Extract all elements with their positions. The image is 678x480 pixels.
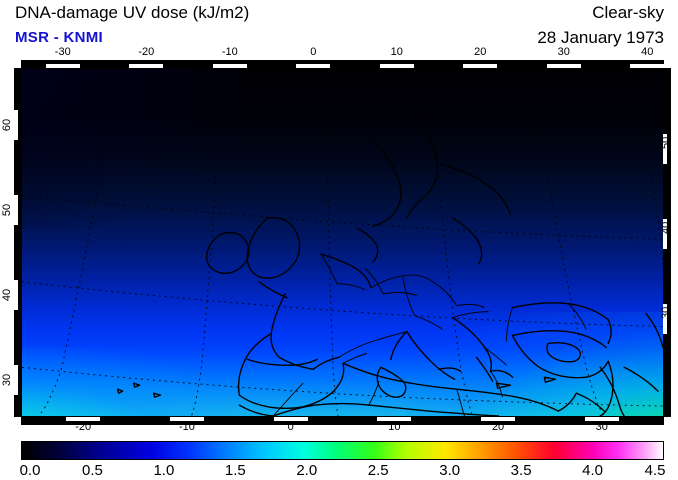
axis-label-bottom-30: 30: [595, 421, 608, 433]
axis-label-top-10: 10: [390, 46, 403, 58]
axis-tick-gap-left: [14, 195, 18, 226]
institute-label: MSR - KNMI: [15, 29, 103, 46]
axis-label-bottom-20: 20: [491, 421, 505, 433]
axis-tick-gap-top: [463, 64, 498, 68]
field-southwest-maximum: [22, 346, 266, 416]
axis-left: [14, 68, 22, 417]
axis-label-right-40: 40: [660, 222, 672, 235]
uv-dose-field: [22, 69, 663, 416]
axis-tick-gap-top: [379, 64, 414, 68]
axis-label-top-30: 30: [557, 46, 570, 58]
axis-label-bottom-0: 0: [287, 421, 294, 433]
axis-label-left-40: 40: [1, 289, 14, 302]
axis-label-top-0: 0: [310, 46, 317, 58]
axis-label-top--20: -20: [138, 46, 155, 58]
colorbar-label-3.5: 3.5: [510, 462, 532, 479]
axis-label-top--30: -30: [54, 46, 71, 58]
coastline-paths: [117, 112, 663, 416]
colorbar-label-3.0: 3.0: [439, 462, 461, 479]
axis-right: [663, 68, 671, 417]
axis-label-left-30: 30: [1, 374, 14, 387]
colorbar-label-2.0: 2.0: [296, 462, 318, 479]
colorbar-label-4.0: 4.0: [582, 462, 603, 479]
axis-label-bottom--10: -10: [178, 421, 195, 433]
country-borders: [272, 253, 587, 416]
colorbar-label-1.5: 1.5: [224, 462, 246, 479]
axis-top: [21, 60, 664, 68]
coastlines-and-graticule: [22, 69, 663, 416]
colorbar-label-4.5: 4.5: [644, 462, 666, 479]
axis-label-top--10: -10: [221, 46, 238, 58]
axis-tick-gap-top: [630, 64, 665, 68]
axis-label-right-50: 50: [660, 136, 672, 150]
axis-label-bottom--20: -20: [75, 421, 92, 433]
axis-tick-gap-right: [663, 304, 667, 335]
colorbar[interactable]: [21, 441, 664, 460]
axis-tick-gap-left: [14, 110, 18, 141]
axis-tick-gap-bottom: [584, 417, 619, 421]
axis-tick-gap-top: [546, 64, 581, 68]
date-label: 28 January 1973: [537, 28, 664, 47]
axis-label-top-40: 40: [641, 46, 654, 58]
axis-tick-gap-bottom: [66, 417, 101, 421]
axis-tick-gap-bottom: [481, 417, 516, 421]
axis-tick-gap-right: [663, 219, 667, 250]
axis-label-left-50: 50: [1, 204, 14, 217]
axis-tick-gap-bottom: [273, 417, 308, 421]
map-plot-area[interactable]: [21, 68, 664, 417]
condition-label: Clear-sky: [592, 3, 664, 22]
field-northwest-shading: [22, 69, 240, 229]
axis-tick-gap-top: [45, 64, 80, 68]
axis-tick-gap-left: [14, 280, 18, 311]
axis-tick-gap-top: [296, 64, 331, 68]
axis-label-bottom-10: 10: [388, 421, 401, 433]
axis-tick-gap-left: [14, 365, 18, 396]
axis-tick-gap-right: [663, 134, 667, 165]
colorbar-label-0.0: 0.0: [19, 462, 41, 479]
graticule-lines: [22, 69, 663, 416]
axis-tick-gap-bottom: [377, 417, 412, 421]
colorbar-label-1.0: 1.0: [153, 462, 175, 479]
axis-tick-gap-top: [129, 64, 164, 68]
axis-tick-gap-top: [212, 64, 247, 68]
axis-bottom: [21, 417, 664, 425]
axis-label-left-60: 60: [1, 118, 14, 132]
axis-label-top-20: 20: [474, 46, 487, 58]
colorbar-label-0.5: 0.5: [82, 462, 103, 479]
axis-tick-gap-bottom: [169, 417, 204, 421]
colorbar-label-2.5: 2.5: [367, 462, 389, 479]
page-title: DNA-damage UV dose (kJ/m2): [15, 3, 250, 22]
axis-label-right-30: 30: [660, 307, 672, 320]
